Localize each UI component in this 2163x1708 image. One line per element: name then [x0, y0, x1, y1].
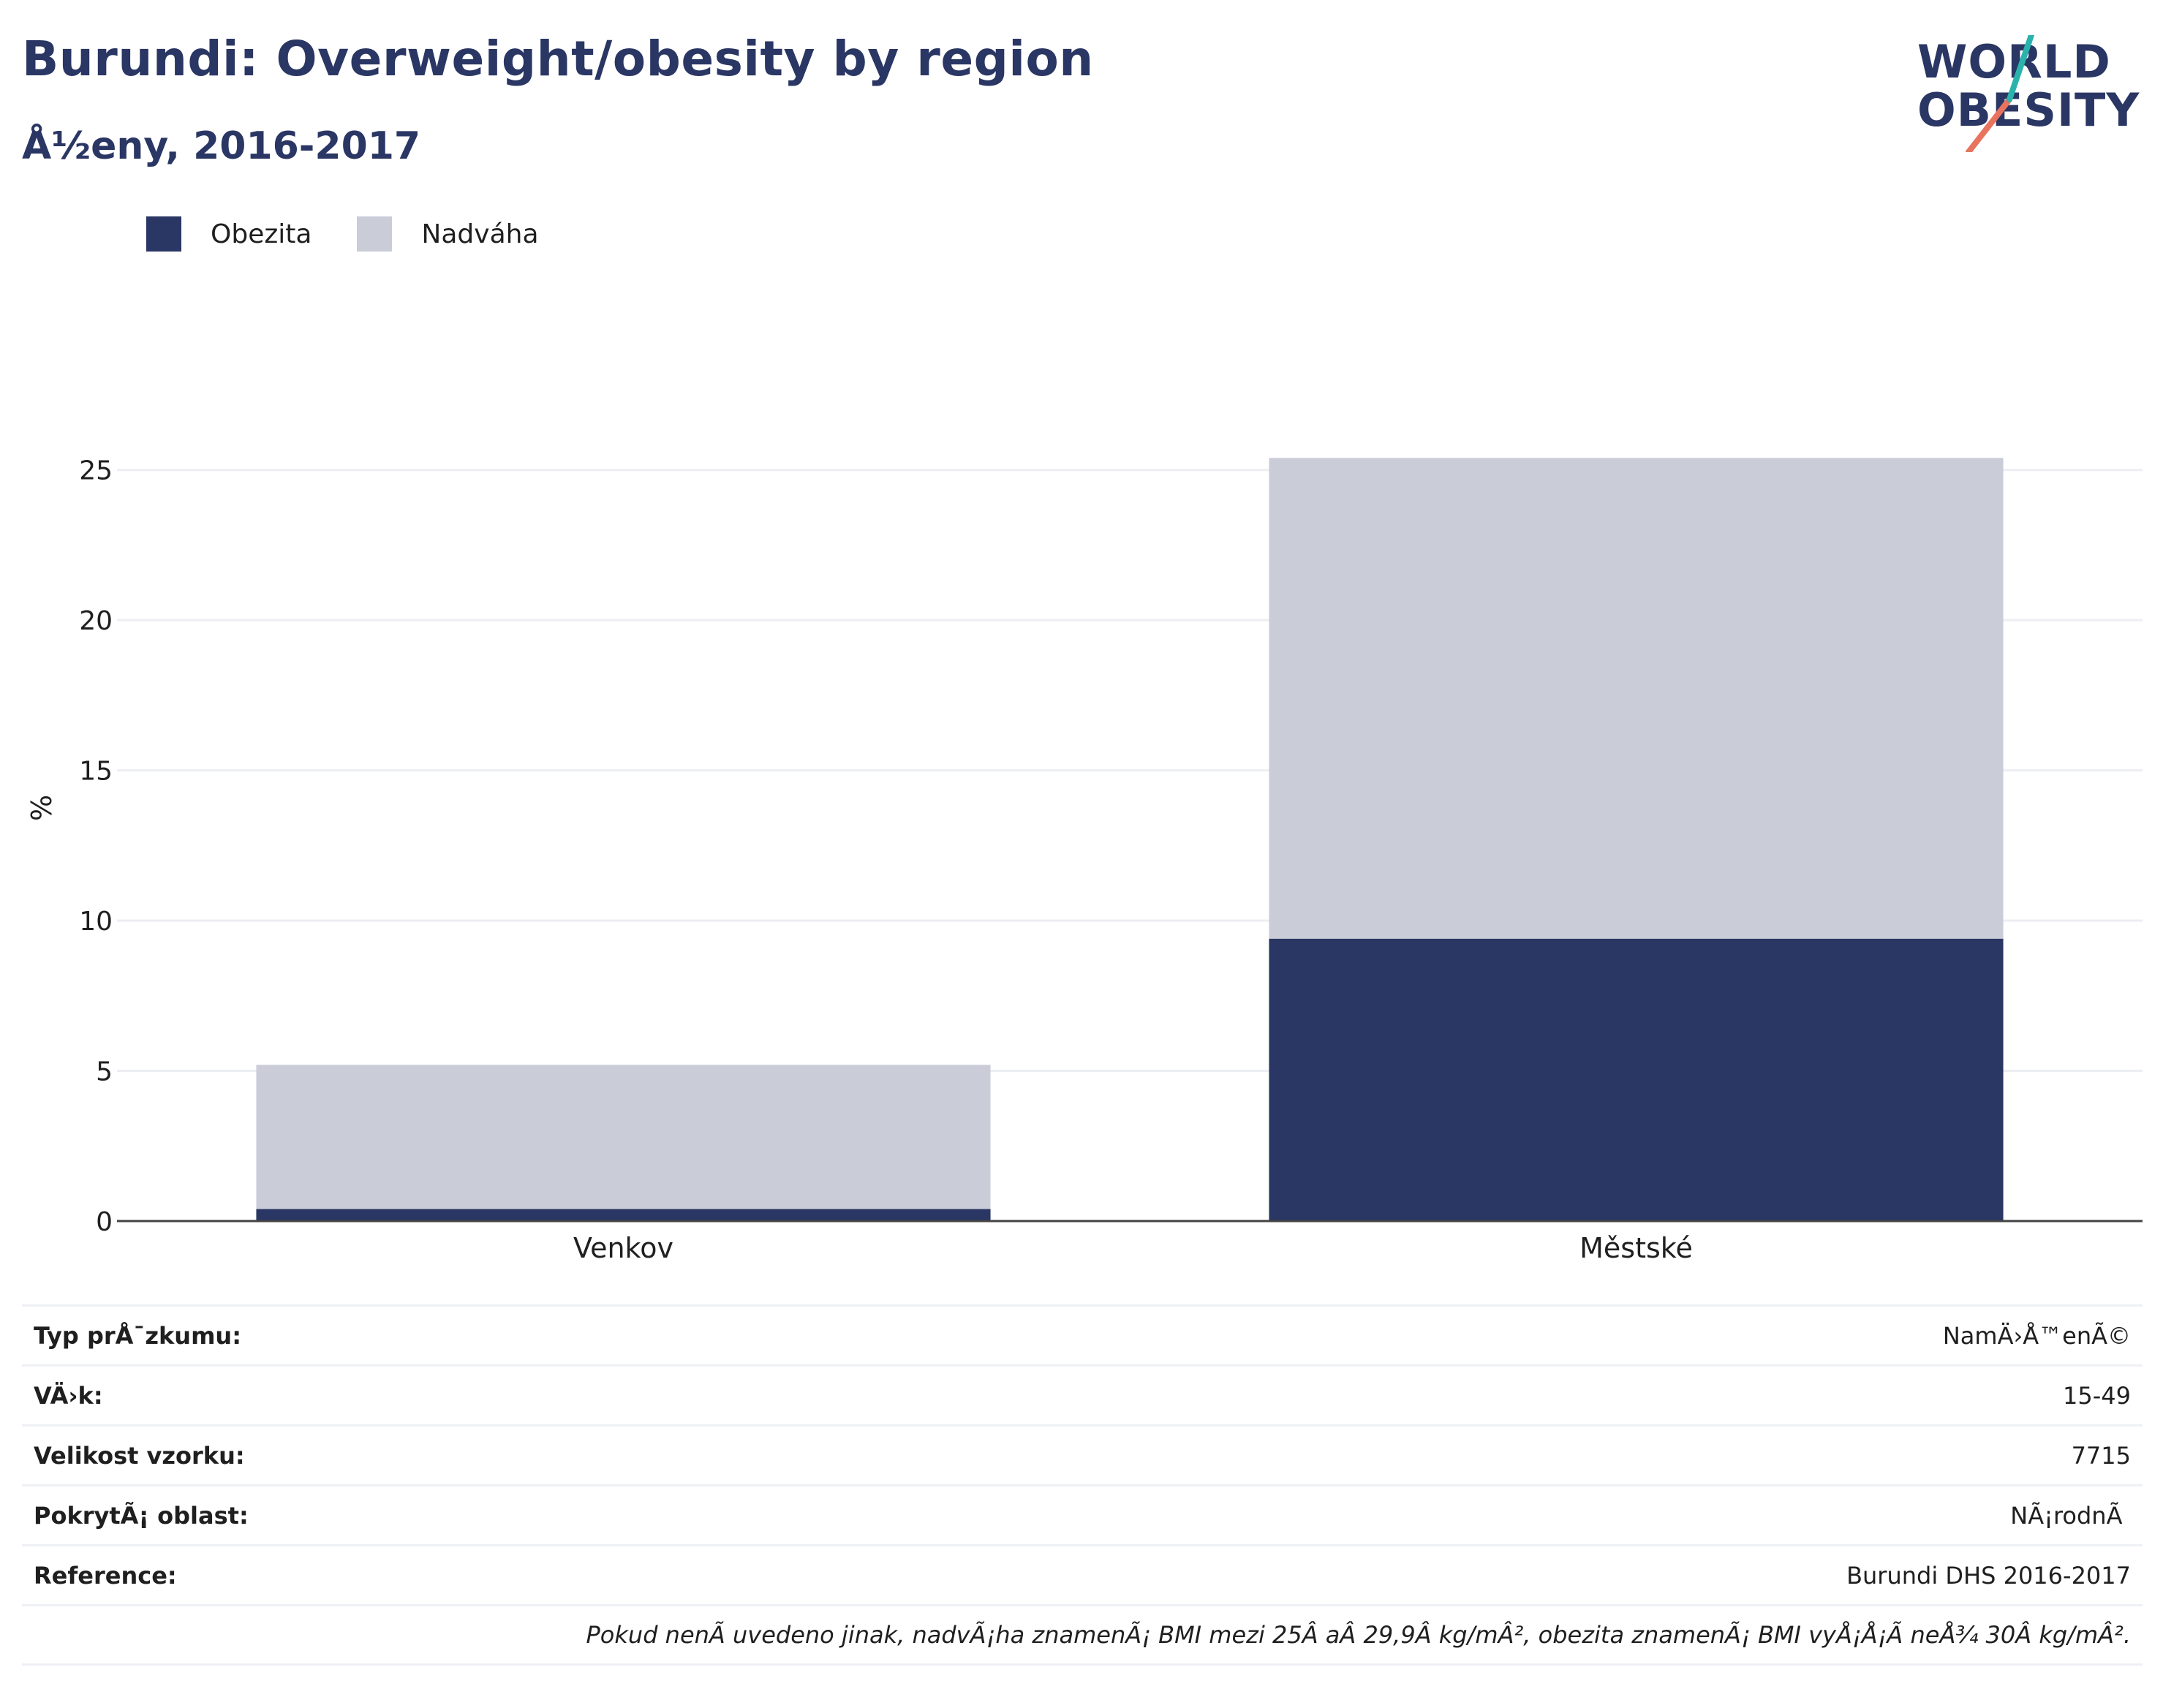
survey-info-table: Typ prÅ¯zkumu: NamÄ›Å™enÃ© VÄ›k: 15-49 V… [22, 1304, 2143, 1666]
world-obesity-logo: WORLD OBESITY [1901, 35, 2150, 152]
x-tick-label: Venkov [573, 1232, 673, 1264]
x-tick-label: Městské [1579, 1232, 1693, 1264]
info-row-age: VÄ›k: 15-49 [22, 1364, 2143, 1424]
y-tick-label: 5 [96, 1057, 113, 1087]
info-row-sample-size: Velikost vzorku: 7715 [22, 1424, 2143, 1484]
y-tick-label: 10 [79, 907, 113, 937]
definition-note: Pokud nenÃ­ uvedeno jinak, nadvÃ¡ha znam… [22, 1604, 2143, 1666]
info-key: Typ prÅ¯zkumu: [34, 1321, 241, 1350]
info-key: VÄ›k: [34, 1381, 103, 1410]
chart-title: Burundi: Overweight/obesity by region [22, 31, 1094, 87]
legend-label-overweight: Nadváha [421, 219, 539, 249]
y-tick-label: 25 [79, 456, 113, 486]
legend-swatch-obesity [146, 216, 181, 252]
legend-item-overweight: Nadváha [357, 216, 539, 252]
info-value: NÃ¡rodnÃ­ [2010, 1501, 2123, 1530]
chart-legend: Obezita Nadváha [146, 216, 584, 252]
legend-item-obesity: Obezita [146, 216, 312, 252]
info-value: Burundi DHS 2016-2017 [1846, 1561, 2131, 1590]
logo-slash-icon [1966, 35, 2034, 152]
info-row-area-covered: PokrytÃ¡ oblast: NÃ¡rodnÃ­ [22, 1484, 2143, 1544]
y-axis-label: % [26, 795, 58, 821]
y-tick-label: 0 [96, 1207, 113, 1237]
info-key: Reference: [34, 1561, 177, 1590]
info-key: PokrytÃ¡ oblast: [34, 1501, 249, 1530]
y-tick-label: 15 [79, 757, 113, 787]
info-value: 7715 [2071, 1441, 2131, 1470]
y-tick-label: 20 [79, 606, 113, 636]
legend-label-obesity: Obezita [211, 219, 312, 249]
logo-line-2: OBESITY [1917, 83, 2140, 137]
info-key: Velikost vzorku: [34, 1441, 245, 1470]
bar-obesity [256, 1209, 991, 1221]
info-value: 15-49 [2063, 1381, 2131, 1410]
info-row-reference: Reference: Burundi DHS 2016-2017 [22, 1544, 2143, 1604]
bar-overweight [256, 1065, 991, 1209]
bar-obesity [1269, 938, 2004, 1221]
bar-chart: 0 5 10 15 20 25% Venkov Městské [26, 456, 2143, 1264]
chart-subtitle: Å½eny, 2016-2017 [22, 124, 421, 168]
info-value: NamÄ›Å™enÃ© [1942, 1321, 2131, 1350]
bar-overweight [1269, 458, 2004, 939]
legend-swatch-overweight [357, 216, 393, 252]
info-row-survey-type: Typ prÅ¯zkumu: NamÄ›Å™enÃ© [22, 1304, 2143, 1364]
